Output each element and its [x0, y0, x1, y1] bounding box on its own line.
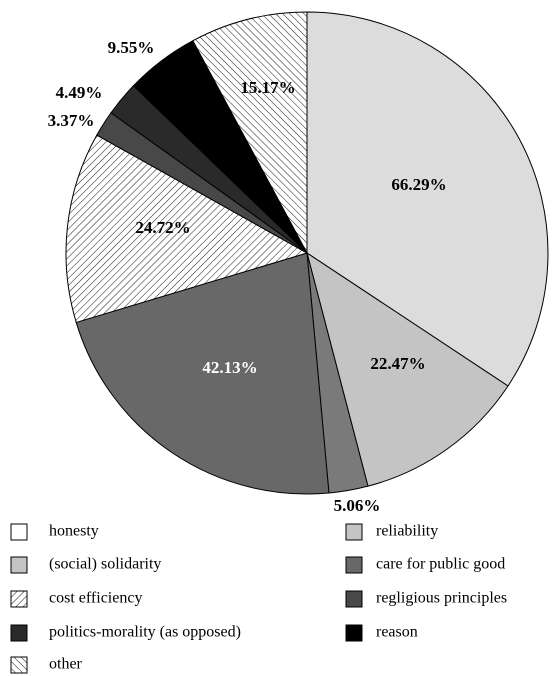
slice-label-social-solidarity: 5.06%: [334, 496, 381, 515]
legend-label-other: other: [49, 656, 83, 673]
legend-label-regligious-principles: regligious principles: [376, 590, 507, 607]
legend-swatch-honesty: [10, 523, 28, 541]
legend-entry-regligious-principles: regligious principles: [345, 590, 507, 608]
legend-label-reliability: reliability: [376, 523, 438, 540]
legend-label-cost-efficiency: cost efficiency: [49, 590, 142, 607]
legend-label-politics-morality-as-opposed: politics-morality (as opposed): [49, 624, 241, 641]
legend-entry-care-for-public-good: care for public good: [345, 556, 505, 574]
legend-label-social-solidarity: (social) solidarity: [49, 556, 161, 573]
pie-slice-cost-efficiency: [65, 134, 309, 324]
legend-swatch-reliability: [345, 523, 363, 541]
legend-entry-other: other: [10, 656, 83, 674]
legend-label-care-for-public-good: care for public good: [376, 556, 505, 573]
legend-entry-reliability: reliability: [345, 523, 438, 541]
legend-swatch-reason: [345, 624, 363, 642]
legend-entry-honesty: honesty: [10, 523, 99, 541]
pie-slice-other: [192, 11, 308, 254]
legend-label-honesty: honesty: [49, 523, 99, 540]
slice-label-cost-efficiency: 24.72%: [135, 218, 190, 237]
pie-slices: [65, 11, 549, 495]
slice-label-reason: 9.55%: [108, 38, 155, 57]
slice-label-honesty: 66.29%: [391, 175, 446, 194]
pie-slice-care-for-public-good: [75, 252, 330, 495]
legend-label-reason: reason: [376, 624, 418, 641]
legend: honesty reliability (social) solidarity car…: [10, 523, 507, 674]
slice-label-reliability: 22.47%: [370, 354, 425, 373]
legend-swatch-other: [10, 656, 28, 674]
legend-entry-reason: reason: [345, 624, 418, 642]
legend-swatch-social-solidarity: [10, 556, 28, 574]
legend-swatch-regligious-principles: [345, 590, 363, 608]
pie-slice-reliability: [306, 251, 509, 487]
legend-swatch-cost-efficiency: [10, 590, 28, 608]
slice-label-politics-morality-as-opposed: 4.49%: [56, 83, 103, 102]
legend-entry-politics-morality-as-opposed: politics-morality (as opposed): [10, 624, 241, 642]
slice-label-regligious-principles: 3.37%: [48, 111, 95, 130]
legend-swatch-politics-morality-as-opposed: [10, 624, 28, 642]
slice-label-other: 15.17%: [240, 78, 295, 97]
legend-entry-cost-efficiency: cost efficiency: [10, 590, 142, 608]
legend-swatch-care-for-public-good: [345, 556, 363, 574]
slice-label-care-for-public-good: 42.13%: [202, 358, 257, 377]
legend-entry-social-solidarity: (social) solidarity: [10, 556, 161, 574]
pie-slice-labels: 66.29% 22.47% 5.06% 42.13% 24.72% 3.37% 4.49% 9…: [48, 38, 447, 515]
